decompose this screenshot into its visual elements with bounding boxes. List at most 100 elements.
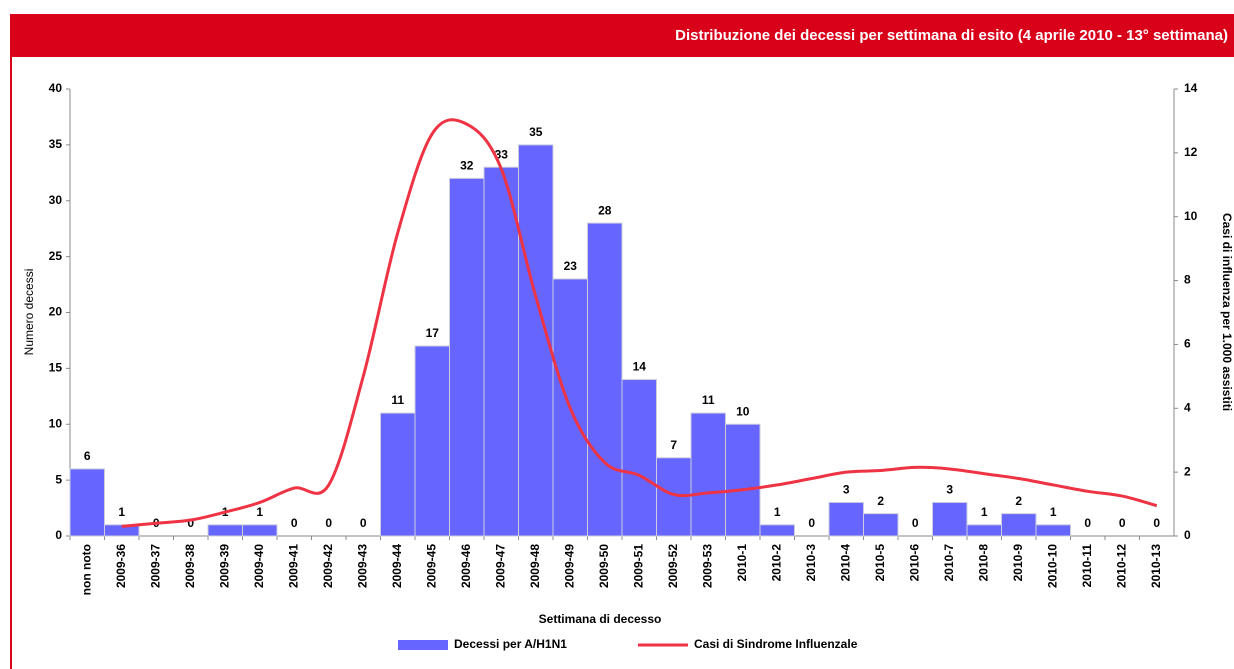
y-tick-label: 15 (49, 361, 63, 375)
header-bar (10, 14, 1234, 57)
bar (932, 501, 968, 537)
y-tick-label: 10 (49, 416, 63, 430)
value-label: 11 (391, 393, 404, 407)
x-tick-label: 2009-45 (424, 544, 438, 588)
value-label: 1 (256, 505, 263, 519)
value-label: 0 (808, 516, 815, 530)
y2-tick-label: 10 (1184, 209, 1198, 223)
bar (483, 166, 519, 537)
value-label: 11 (702, 393, 715, 407)
chart-title: Distribuzione dei decessi per settimana … (675, 27, 1228, 44)
bar (828, 501, 864, 537)
x-tick-label: 2009-36 (114, 544, 128, 588)
bar (656, 457, 692, 537)
x-tick-label: 2010-13 (1149, 544, 1163, 588)
x-tick-label: 2010-10 (1045, 544, 1059, 588)
bar (380, 412, 416, 537)
value-label: 0 (1119, 516, 1126, 530)
y-tick-label: 5 (55, 472, 62, 486)
legend-swatch (398, 640, 448, 650)
y-axis-label: Numero decessi (22, 269, 36, 356)
value-label: 6 (84, 449, 91, 463)
value-label: 0 (187, 516, 194, 530)
y2-tick-label: 8 (1184, 273, 1191, 287)
value-label: 2 (877, 494, 884, 508)
value-label: 10 (736, 404, 750, 418)
value-label: 0 (1153, 516, 1160, 530)
value-label: 32 (460, 159, 474, 173)
x-tick-label: 2010-2 (769, 544, 783, 582)
x-tick-label: 2010-6 (907, 544, 921, 582)
x-tick-label: 2009-47 (493, 544, 507, 588)
x-tick-label: 2010-9 (1011, 544, 1025, 582)
bar (414, 345, 450, 537)
x-tick-label: 2009-50 (597, 544, 611, 588)
value-label: 23 (564, 259, 578, 273)
x-tick-label: 2010-4 (838, 544, 852, 582)
legend-label: Decessi per A/H1N1 (454, 637, 567, 651)
bar (1035, 524, 1071, 537)
y2-tick-label: 0 (1184, 528, 1191, 542)
x-tick-label: 2010-5 (873, 544, 887, 582)
x-tick-label: 2009-46 (459, 544, 473, 588)
x-tick-label: 2009-37 (148, 544, 162, 588)
value-label: 1 (981, 505, 988, 519)
y-tick-label: 20 (49, 305, 63, 319)
bar (587, 222, 623, 537)
x-tick-label: 2010-3 (804, 544, 818, 582)
x-tick-label: 2009-51 (631, 544, 645, 588)
x-tick-label: 2009-43 (355, 544, 369, 588)
x-tick-label: 2010-1 (735, 544, 749, 582)
x-tick-label: 2009-49 (562, 544, 576, 588)
value-label: 1 (118, 505, 125, 519)
y2-tick-label: 12 (1184, 145, 1198, 159)
bar (863, 513, 899, 537)
x-tick-label: non noto (79, 544, 93, 595)
x-tick-label: 2010-8 (976, 544, 990, 582)
value-label: 0 (912, 516, 919, 530)
y-tick-label: 30 (49, 193, 63, 207)
bar (104, 524, 140, 537)
value-label: 0 (1084, 516, 1091, 530)
x-tick-label: 2009-42 (321, 544, 335, 588)
legend-label: Casi di Sindrome Influenzale (694, 637, 858, 651)
x-tick-label: 2009-48 (528, 544, 542, 588)
bar (759, 524, 795, 537)
bar (621, 379, 657, 537)
x-tick-label: 2010-11 (1080, 544, 1094, 588)
value-label: 3 (946, 483, 953, 497)
value-label: 2 (1015, 494, 1022, 508)
value-label: 1 (774, 505, 781, 519)
value-label: 3 (843, 483, 850, 497)
y2-tick-label: 6 (1184, 337, 1191, 351)
y-tick-label: 35 (49, 137, 63, 151)
x-tick-label: 2009-44 (390, 544, 404, 588)
x-tick-label: 2009-39 (217, 544, 231, 588)
value-label: 0 (291, 516, 298, 530)
value-label: 14 (633, 360, 647, 374)
value-label: 0 (360, 516, 367, 530)
bar (242, 524, 278, 537)
value-label: 1 (1050, 505, 1057, 519)
value-label: 17 (426, 326, 440, 340)
x-tick-label: 2009-41 (286, 544, 300, 588)
x-tick-label: 2010-7 (942, 544, 956, 582)
bar (690, 412, 726, 537)
y-tick-label: 40 (49, 81, 63, 95)
value-label: 7 (670, 438, 677, 452)
bar (207, 524, 243, 537)
bar (966, 524, 1002, 537)
y-tick-label: 25 (49, 249, 63, 263)
y2-tick-label: 4 (1184, 400, 1191, 414)
y2-tick-label: 14 (1184, 81, 1198, 95)
bar (69, 468, 105, 537)
x-axis-label: Settimana di decesso (539, 612, 662, 626)
value-label: 0 (325, 516, 332, 530)
y2-axis-label: Casi di influenza per 1.000 assistiti (1220, 213, 1234, 411)
bar (1001, 513, 1037, 537)
value-label: 28 (598, 203, 612, 217)
value-label: 35 (529, 125, 543, 139)
x-tick-label: 2009-38 (183, 544, 197, 588)
y2-tick-label: 2 (1184, 464, 1191, 478)
